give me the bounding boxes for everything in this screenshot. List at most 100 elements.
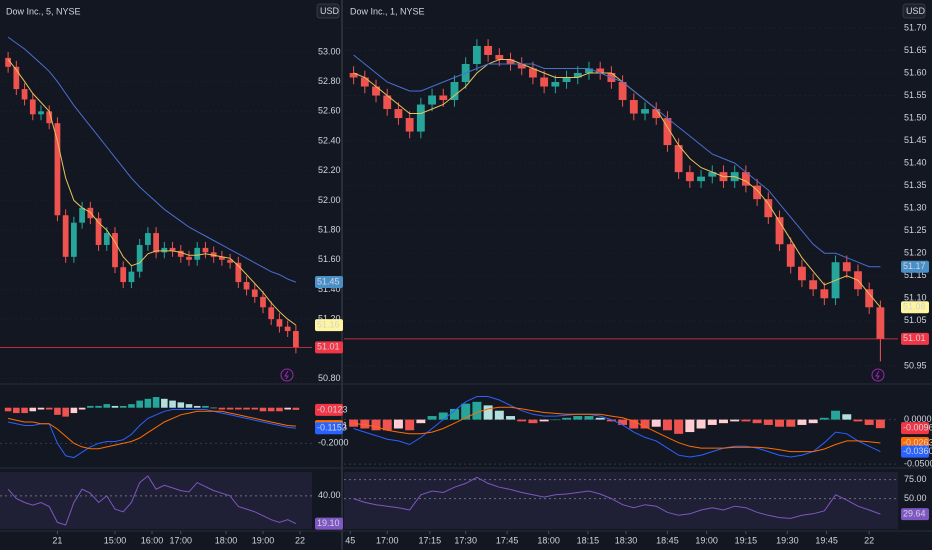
currency-button[interactable] (316, 3, 340, 19)
x-tick-label: 45 (345, 535, 355, 545)
x-tick-label: 17:30 (454, 535, 477, 545)
macd-histogram-bar (449, 408, 459, 420)
macd-histogram-bar (696, 419, 706, 429)
moving-average-line (353, 54, 881, 268)
candle-body (596, 68, 605, 73)
candle-body (268, 307, 275, 320)
candle-body (585, 68, 593, 73)
macd-histogram-bar (45, 407, 53, 410)
macd-histogram-bar (730, 419, 740, 422)
price-badge (901, 508, 929, 521)
chart-title: Dow Inc., 1, NYSE (350, 6, 425, 16)
candle-body (349, 72, 358, 78)
macd-histogram-bar (13, 407, 20, 414)
macd-histogram-bar (786, 419, 796, 427)
y-tick-label: 40.00 (318, 490, 341, 500)
macd-histogram-bar (62, 407, 69, 417)
candle-body (753, 185, 762, 200)
candle-body (472, 45, 481, 64)
macd-histogram-bar (259, 407, 267, 412)
candle-body (495, 54, 504, 60)
macd-histogram-bar (842, 414, 852, 420)
macd-histogram-bar (618, 419, 628, 425)
price-badge-label: -0.0360 (903, 446, 932, 456)
macd-histogram-bar (54, 407, 61, 415)
y-tick-label: 75.00 (904, 474, 927, 484)
x-tick-label: 18:30 (615, 535, 638, 545)
y-tick-label: 51.60 (318, 254, 341, 264)
macd-histogram-bar (427, 416, 437, 420)
macd-histogram-bar (4, 407, 12, 412)
candle-body (641, 109, 649, 114)
y-tick-label: 51.65 (904, 45, 927, 55)
macd-histogram-bar (267, 407, 275, 412)
candle-body (227, 259, 233, 263)
price-badge (901, 332, 929, 345)
candle-body (29, 99, 36, 115)
macd-histogram-bar (349, 419, 359, 427)
candle-body (428, 95, 436, 105)
y-tick-label: -0.2000 (318, 438, 349, 448)
candle-body (251, 289, 258, 297)
candle-body (79, 207, 85, 223)
price-badge (315, 276, 343, 289)
candle-body (62, 215, 69, 257)
x-tick-label: 22 (295, 535, 305, 545)
macd-histogram-bar (517, 419, 527, 422)
y-tick-label: 51.10 (904, 293, 927, 303)
macd-histogram-bar (95, 405, 102, 408)
y-tick-label: 52.00 (318, 195, 341, 205)
rsi-line (7, 475, 297, 526)
rsi-line (353, 476, 881, 519)
candle-body (775, 217, 784, 245)
y-tick-label: 51.25 (904, 225, 927, 235)
macd-histogram-bar (29, 407, 37, 412)
price-badge-label: 19.10 (317, 518, 340, 528)
currency-label: USD (906, 6, 926, 16)
alert-icon[interactable] (871, 368, 885, 382)
macd-line (7, 410, 296, 450)
y-tick-label: 50.95 (904, 360, 927, 370)
macd-histogram-bar (161, 398, 168, 408)
macd-line (353, 396, 881, 458)
alert-icon[interactable] (280, 368, 294, 382)
macd-histogram-bar (235, 407, 242, 410)
candle-body (674, 145, 683, 173)
y-tick-label: 51.20 (318, 314, 341, 324)
currency-button[interactable] (902, 3, 926, 19)
candle-body (186, 256, 192, 260)
y-tick-label: 52.80 (318, 76, 341, 86)
candle-body (194, 247, 201, 260)
candle-body (820, 289, 829, 299)
macd-histogram-bar (21, 407, 28, 414)
y-tick-label: 50.80 (318, 373, 341, 383)
macd-histogram-bar (371, 419, 381, 431)
macd-histogram-bar (438, 412, 448, 420)
candle-body (260, 296, 266, 308)
macd-histogram-bar (70, 407, 78, 414)
x-tick-label: 17:45 (496, 535, 519, 545)
macd-line (353, 406, 881, 453)
candle-body (13, 66, 20, 90)
candle-body (177, 250, 184, 257)
y-tick-label: 53.00 (318, 46, 341, 56)
candle-body (865, 289, 874, 308)
y-tick-label: 0.0000 (904, 414, 932, 424)
candle-body (46, 111, 53, 124)
candle-body (551, 82, 560, 87)
price-badge (901, 301, 929, 314)
price-badge-label: 51.45 (317, 276, 340, 286)
y-tick-label: 51.70 (904, 22, 927, 32)
price-badge-label: 51.08 (903, 302, 926, 312)
price-badge-label: -0.1153 (317, 423, 347, 433)
candle-body (235, 262, 242, 283)
price-badge-label: -0.0263 (903, 437, 932, 447)
price-badge-label: -0.0123 (317, 404, 348, 414)
macd-histogram-bar (741, 419, 751, 422)
macd-histogram-bar (640, 419, 650, 429)
macd-histogram-bar (243, 407, 250, 410)
candle-body (161, 247, 168, 253)
rsi-band (344, 472, 898, 529)
candle-body (284, 326, 291, 332)
candle-body (169, 247, 176, 251)
